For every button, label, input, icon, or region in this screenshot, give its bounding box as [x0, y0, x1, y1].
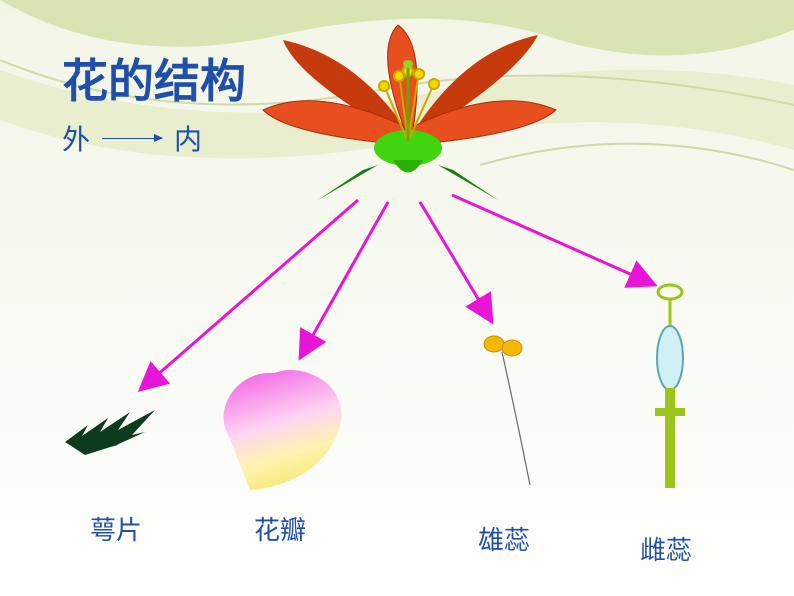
- stamen-icon: [460, 330, 540, 490]
- stamen-label: 雄蕊: [478, 520, 530, 557]
- pistil-label: 雌蕊: [640, 530, 692, 567]
- pistil-icon: [640, 280, 700, 500]
- petal-icon: [202, 365, 352, 495]
- sepal-label: 萼片: [90, 510, 142, 547]
- sepal-icon: [60, 400, 170, 460]
- petal-label: 花瓣: [254, 510, 306, 547]
